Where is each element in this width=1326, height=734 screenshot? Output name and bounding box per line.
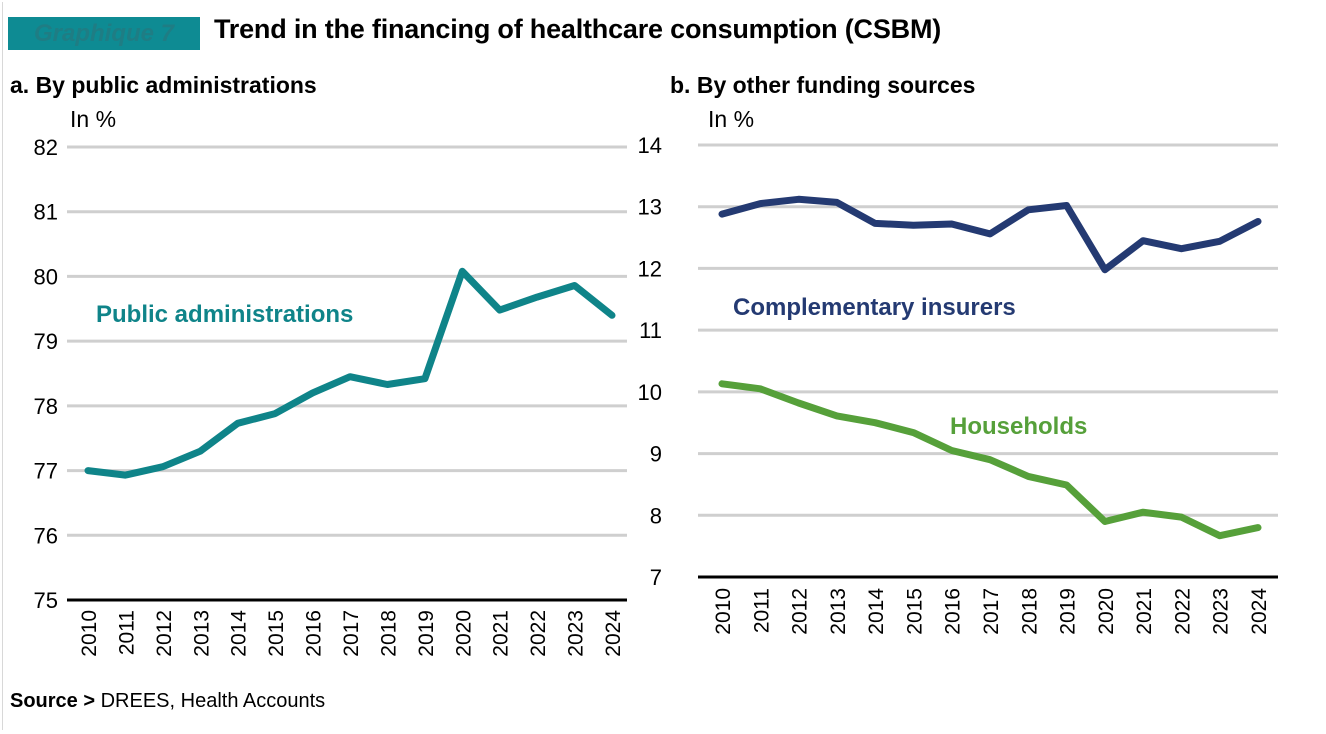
x-tick-label: 2014 xyxy=(865,588,888,635)
x-tick-label: 2019 xyxy=(415,610,438,657)
x-tick-label: 2011 xyxy=(115,610,138,655)
y-tick-label: 13 xyxy=(638,195,662,220)
x-tick-label: 2024 xyxy=(602,610,625,657)
source-text: DREES, Health Accounts xyxy=(100,690,326,712)
figure-badge: Graphique 7 xyxy=(8,17,200,50)
y-tick-label: 75 xyxy=(34,588,58,613)
x-tick-label: 2020 xyxy=(1095,588,1118,635)
y-tick-label: 7 xyxy=(650,565,662,590)
x-tick-label: 2024 xyxy=(1248,588,1271,635)
x-tick-label: 2015 xyxy=(265,610,288,657)
y-tick-label: 12 xyxy=(638,256,662,281)
panel-a-unit: In % xyxy=(70,106,117,132)
source-note: Source > DREES, Health Accounts xyxy=(10,690,325,713)
y-tick-label: 14 xyxy=(638,133,662,158)
x-tick-label: 2018 xyxy=(377,610,400,657)
series-label-complementary-insurers: Complementary insurers xyxy=(733,294,1016,321)
series-line-complementary-insurers xyxy=(718,195,1262,274)
x-tick-label: 2017 xyxy=(340,610,363,657)
x-tick-label: 2018 xyxy=(1018,588,1041,635)
x-tick-label: 2020 xyxy=(452,610,475,657)
panel-b-unit: In % xyxy=(708,106,755,132)
panel-b-title: b. By other funding sources xyxy=(670,72,976,98)
x-tick-label: 2016 xyxy=(942,588,965,635)
x-tick-label: 2017 xyxy=(980,588,1003,635)
x-tick-label: 2019 xyxy=(1057,588,1080,635)
x-tick-label: 2015 xyxy=(903,588,926,635)
x-tick-label: 2011 xyxy=(750,588,773,633)
series-label-public-administrations: Public administrations xyxy=(96,301,353,328)
y-tick-label: 11 xyxy=(639,318,662,343)
x-tick-label: 2016 xyxy=(303,610,326,657)
x-tick-label: 2023 xyxy=(565,610,588,657)
y-tick-label: 8 xyxy=(650,503,662,528)
series-label-households: Households xyxy=(950,413,1087,440)
panel-a-title: a. By public administrations xyxy=(10,72,317,98)
x-tick-label: 2021 xyxy=(490,610,513,657)
y-tick-label: 76 xyxy=(34,523,58,548)
x-tick-label: 2023 xyxy=(1210,588,1233,635)
x-tick-label: 2010 xyxy=(712,588,735,635)
y-tick-label: 80 xyxy=(34,264,58,289)
source-label: Source > xyxy=(10,690,96,712)
y-tick-label: 77 xyxy=(34,459,58,484)
x-tick-label: 2012 xyxy=(153,610,176,657)
x-tick-label: 2022 xyxy=(1171,588,1194,635)
x-tick-label: 2022 xyxy=(527,610,550,657)
x-tick-label: 2021 xyxy=(1133,588,1156,635)
x-tick-label: 2010 xyxy=(78,610,101,657)
y-tick-label: 81 xyxy=(34,200,58,225)
figure-title: Trend in the financing of healthcare con… xyxy=(214,14,942,44)
y-tick-label: 82 xyxy=(34,135,58,160)
x-tick-label: 2012 xyxy=(789,588,812,635)
x-tick-label: 2014 xyxy=(228,610,251,657)
y-tick-label: 78 xyxy=(34,394,58,419)
y-tick-label: 79 xyxy=(34,329,58,354)
y-tick-label: 9 xyxy=(650,442,662,467)
x-tick-label: 2013 xyxy=(827,588,850,635)
x-tick-label: 2013 xyxy=(190,610,213,657)
y-tick-label: 10 xyxy=(638,380,662,405)
